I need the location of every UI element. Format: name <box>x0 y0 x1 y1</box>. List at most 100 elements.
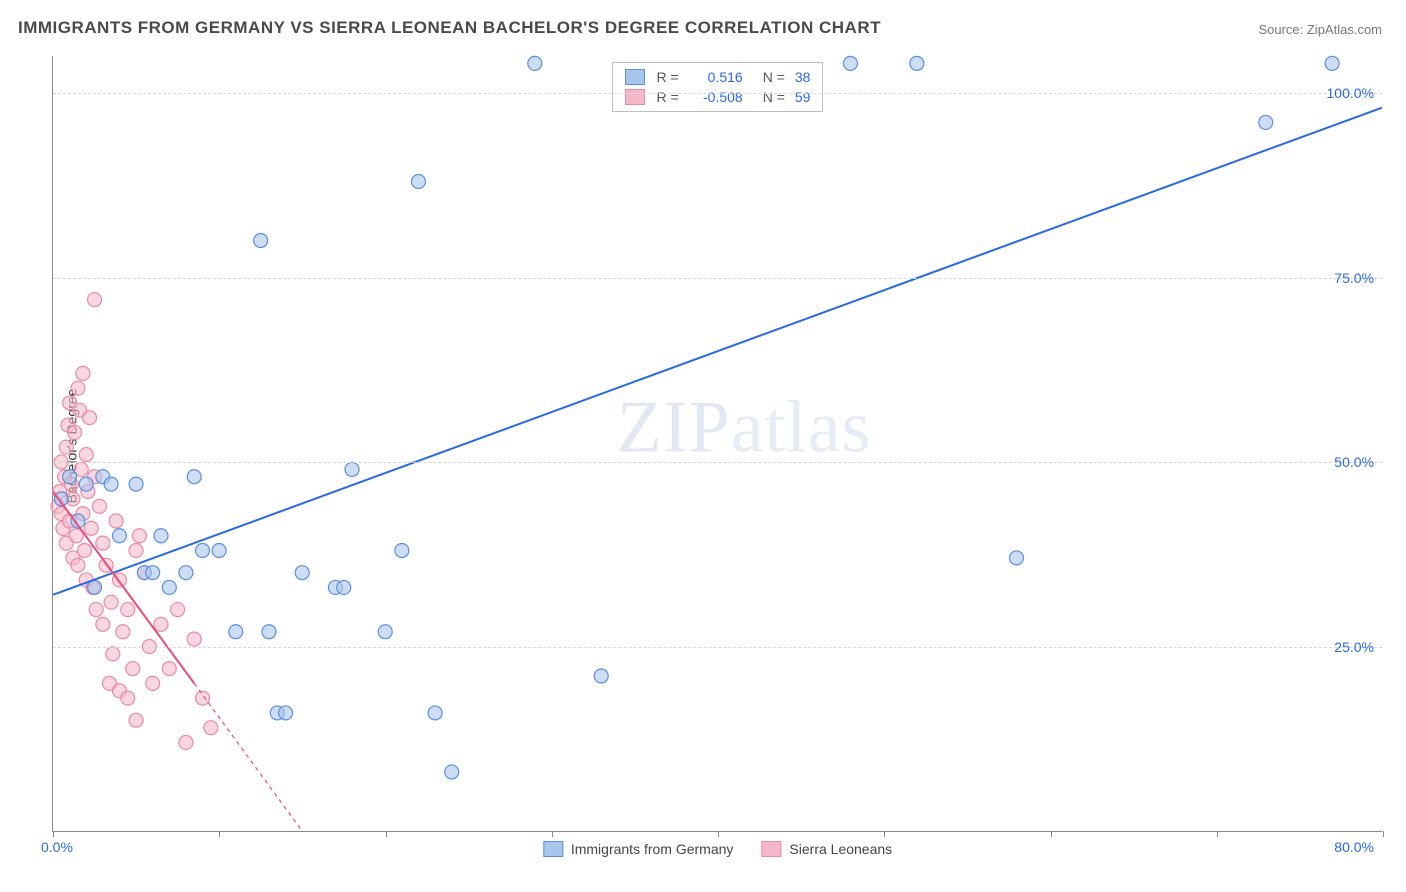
gridline-h <box>53 462 1382 463</box>
plot-area: ZIPatlas R = 0.516 N = 38 R = -0.508 N =… <box>52 56 1382 832</box>
data-point <box>59 440 73 454</box>
x-tick <box>1217 831 1218 837</box>
data-point <box>428 706 442 720</box>
r-label: R = <box>657 69 679 85</box>
data-point <box>71 558 85 572</box>
legend-row-sierra: R = -0.508 N = 59 <box>613 87 823 107</box>
y-tick-label: 25.0% <box>1334 639 1374 655</box>
scatter-svg <box>53 56 1382 831</box>
data-point <box>1325 56 1339 70</box>
data-point <box>96 536 110 550</box>
data-point <box>88 293 102 307</box>
data-point <box>106 647 120 661</box>
x-tick <box>53 831 54 837</box>
x-tick <box>718 831 719 837</box>
data-point <box>63 470 77 484</box>
data-point <box>445 765 459 779</box>
data-point <box>295 566 309 580</box>
n-label: N = <box>763 69 785 85</box>
data-point <box>910 56 924 70</box>
data-point <box>83 411 97 425</box>
data-point <box>262 625 276 639</box>
data-point <box>129 544 143 558</box>
data-point <box>162 580 176 594</box>
data-point <box>279 706 293 720</box>
x-tick <box>884 831 885 837</box>
data-point <box>109 514 123 528</box>
data-point <box>116 625 130 639</box>
data-point <box>104 595 118 609</box>
data-point <box>76 366 90 380</box>
y-tick-label: 75.0% <box>1334 270 1374 286</box>
data-point <box>179 566 193 580</box>
data-point <box>89 603 103 617</box>
legend-label-germany: Immigrants from Germany <box>571 841 734 857</box>
data-point <box>378 625 392 639</box>
swatch-sierra-bottom <box>761 841 781 857</box>
chart-title: IMMIGRANTS FROM GERMANY VS SIERRA LEONEA… <box>18 18 881 38</box>
x-axis-min-label: 0.0% <box>41 839 73 855</box>
data-point <box>79 448 93 462</box>
data-point <box>171 603 185 617</box>
data-point <box>196 691 210 705</box>
swatch-germany-bottom <box>543 841 563 857</box>
data-point <box>187 470 201 484</box>
data-point <box>594 669 608 683</box>
n-label: N = <box>763 89 785 105</box>
data-point <box>212 544 226 558</box>
legend-item-germany: Immigrants from Germany <box>543 841 734 857</box>
r-value-sierra: -0.508 <box>689 89 743 105</box>
legend-row-germany: R = 0.516 N = 38 <box>613 67 823 87</box>
data-point <box>528 56 542 70</box>
data-point <box>132 529 146 543</box>
data-point <box>395 544 409 558</box>
data-point <box>96 617 110 631</box>
data-point <box>154 529 168 543</box>
data-point <box>126 662 140 676</box>
gridline-h <box>53 278 1382 279</box>
y-tick-label: 50.0% <box>1334 454 1374 470</box>
correlation-legend: R = 0.516 N = 38 R = -0.508 N = 59 <box>612 62 824 112</box>
data-point <box>121 691 135 705</box>
data-point <box>112 529 126 543</box>
gridline-h <box>53 647 1382 648</box>
data-point <box>129 713 143 727</box>
x-tick <box>1051 831 1052 837</box>
x-tick <box>219 831 220 837</box>
data-point <box>843 56 857 70</box>
legend-label-sierra: Sierra Leoneans <box>789 841 892 857</box>
data-point <box>79 477 93 491</box>
data-point <box>154 617 168 631</box>
x-tick <box>1383 831 1384 837</box>
data-point <box>71 381 85 395</box>
swatch-germany <box>625 69 645 85</box>
n-value-germany: 38 <box>795 69 811 85</box>
data-point <box>204 721 218 735</box>
data-point <box>254 234 268 248</box>
data-point <box>68 425 82 439</box>
data-point <box>78 544 92 558</box>
data-point <box>129 477 143 491</box>
gridline-h <box>53 93 1382 94</box>
data-point <box>229 625 243 639</box>
data-point <box>121 603 135 617</box>
series-legend: Immigrants from Germany Sierra Leoneans <box>543 841 892 857</box>
data-point <box>179 735 193 749</box>
r-label: R = <box>657 89 679 105</box>
swatch-sierra <box>625 89 645 105</box>
data-point <box>345 462 359 476</box>
legend-item-sierra: Sierra Leoneans <box>761 841 892 857</box>
data-point <box>1010 551 1024 565</box>
data-point <box>88 580 102 594</box>
data-point <box>104 477 118 491</box>
data-point <box>187 632 201 646</box>
data-point <box>1259 115 1273 129</box>
x-tick <box>386 831 387 837</box>
data-point <box>411 174 425 188</box>
data-point <box>146 566 160 580</box>
x-tick <box>552 831 553 837</box>
data-point <box>337 580 351 594</box>
y-tick-label: 100.0% <box>1327 85 1374 101</box>
source-attribution: Source: ZipAtlas.com <box>1258 22 1382 37</box>
n-value-sierra: 59 <box>795 89 811 105</box>
